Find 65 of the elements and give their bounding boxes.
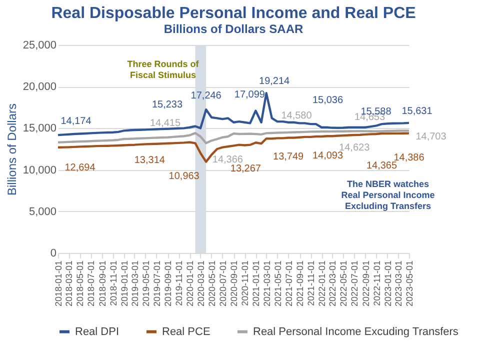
x-tick-label: 2018-11-01 [108,260,118,306]
chart-subtitle: Billions of Dollars SAAR [164,22,304,36]
legend-label: Real Personal Income Excuding Transfers [253,326,459,338]
x-tick-label: 2021-03-01 [262,260,272,307]
x-tick-label: 2018-07-01 [86,260,96,307]
x-tick-label: 2022-03-01 [328,260,338,307]
x-tick-label: 2019-01-01 [119,260,130,307]
x-tick-label: 2018-03-01 [64,260,74,307]
x-tick-label: 2021-07-01 [284,260,294,307]
y-tick-label: 0 [50,248,56,260]
annotation: The NBER watches Real Personal Income Excluding Transfers [341,179,435,211]
x-tick-label: 2019-07-01 [152,260,162,307]
x-tick-label: 2021-09-01 [295,260,306,307]
x-tick-label: 2020-11-01 [240,260,250,306]
annotation: Three Rounds of Fiscal Stimulus [127,59,200,80]
x-tick-label: 2022-05-01 [338,260,349,307]
annotation: 19,214 [259,76,290,88]
x-tick-label: 2020-01-01 [185,260,196,307]
x-tick-label: 2018-09-01 [97,260,108,307]
annotation: 10,963 [168,170,200,182]
x-tick-label: 2018-01-01 [54,260,64,307]
annotation: 15,233 [152,99,183,110]
line-series [56,130,410,144]
annotation: 14,703 [416,132,447,143]
annotation: 12,694 [64,162,96,174]
x-tick-label: 2021-01-01 [251,260,262,307]
y-tick-label: 5,000 [28,206,56,218]
annotation: 14,174 [60,116,92,128]
annotation: 13,314 [134,155,166,166]
y-tick-label: 10,000 [22,164,56,176]
annotation: 13,749 [273,152,304,163]
annotation: 17,246 [190,90,222,102]
x-tick-label: 2019-11-01 [174,260,184,306]
x-tick-label: 2021-05-01 [272,260,283,307]
annotation: 14,415 [150,118,181,130]
x-tick-label: 2020-07-01 [218,260,228,307]
y-tick-label: 25,000 [22,40,56,52]
x-tick-label: 2023-01-01 [382,260,393,307]
x-tick-label: 2022-11-01 [372,260,382,306]
x-tick-label: 2022-01-01 [317,260,328,307]
x-tick-label: 2019-03-01 [130,260,140,307]
legend-label: Real DPI [75,326,120,338]
x-tick-label: 2018-05-01 [75,260,86,307]
x-tick-label: 2022-09-01 [360,260,371,307]
x-tick-label: 2019-09-01 [163,260,174,307]
y-tick-label: 15,000 [22,122,56,135]
y-axis-title: Billions of Dollars [4,103,19,196]
annotation: 14,093 [312,150,344,162]
annotation: 14,366 [212,154,244,166]
x-tick-label: 2019-05-01 [140,260,151,307]
x-tick-label: 2020-09-01 [229,260,240,307]
x-tick-label: 2020-03-01 [196,260,206,307]
annotation: 17,099 [234,90,266,101]
x-tick-label: 2022-07-01 [350,260,360,307]
x-tick-label: 2023-03-01 [393,260,404,307]
x-tick-label: 2020-05-01 [206,260,217,307]
x-tick-label: 2021-11-01 [306,260,316,306]
annotation: 15,631 [402,106,433,117]
annotation: 14,580 [281,110,312,122]
chart-title: Real Disposable Personal Income and Real PCE [51,5,416,22]
y-tick-label: 20,000 [22,81,56,94]
legend-label: Real PCE [162,326,210,338]
annotation: 15,036 [312,94,344,106]
annotation: 13,267 [230,164,262,175]
x-tick-label: 2023-05-01 [404,260,414,307]
